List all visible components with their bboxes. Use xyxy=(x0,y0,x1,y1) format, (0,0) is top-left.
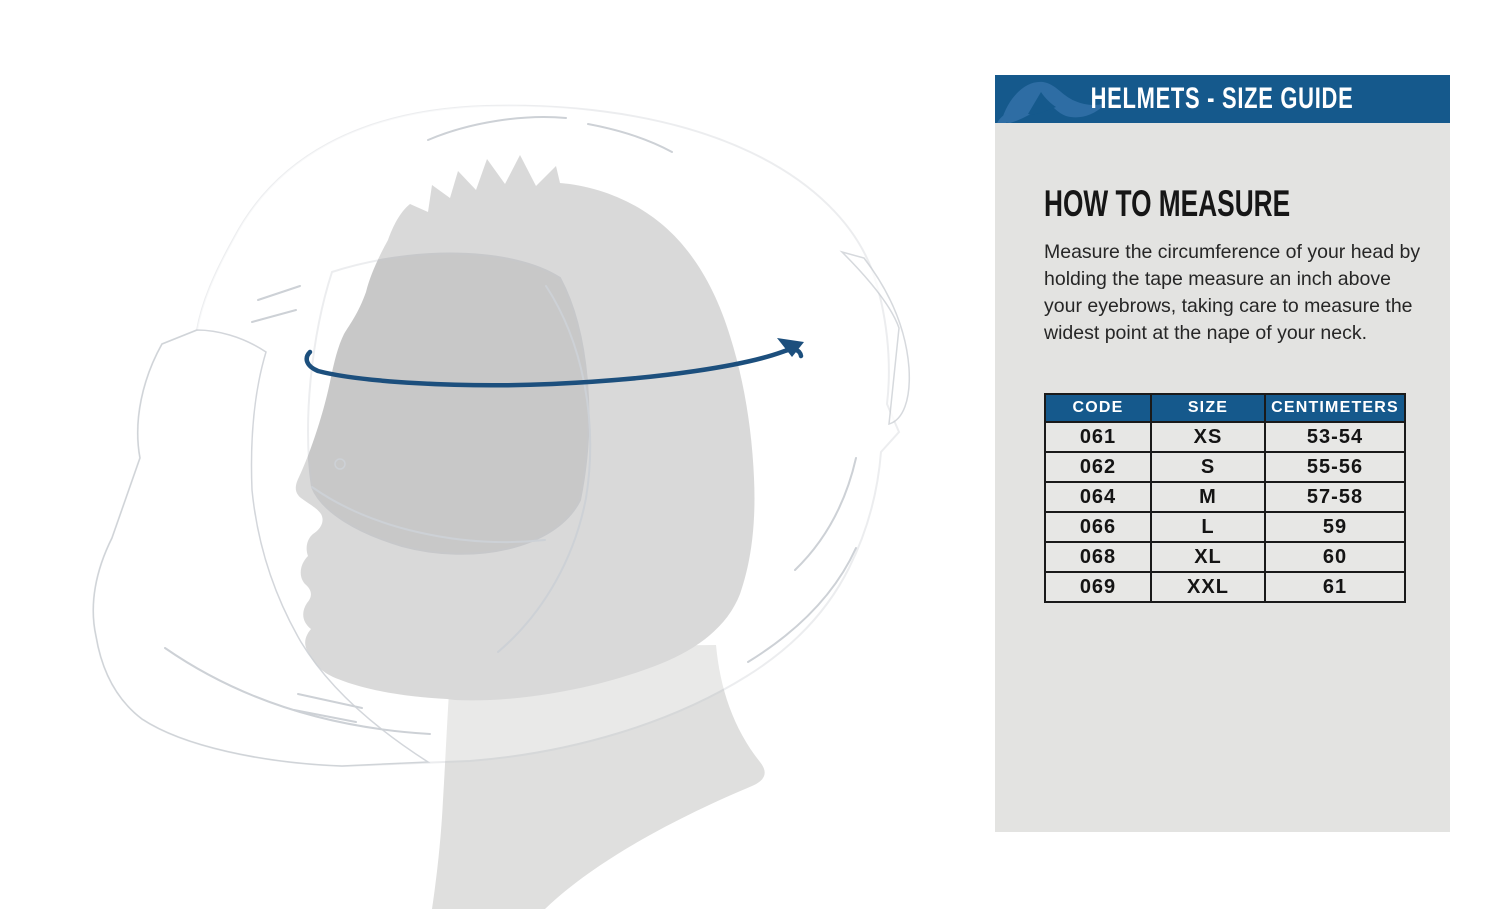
cell-size: M xyxy=(1150,481,1266,513)
table-row: 062 S 55-56 xyxy=(1044,451,1406,483)
helmet-spoiler xyxy=(839,250,911,426)
column-header-centimeters: CENTIMETERS xyxy=(1264,393,1406,423)
helmet-shell-highlight xyxy=(197,105,680,331)
how-to-measure-title: HOW TO MEASURE xyxy=(1044,183,1291,224)
cell-code: 061 xyxy=(1044,421,1152,453)
head-silhouette xyxy=(295,155,755,701)
table-row: 066 L 59 xyxy=(1044,511,1406,543)
cell-code: 068 xyxy=(1044,541,1152,573)
acerbis-logo-icon xyxy=(997,81,1103,123)
size-guide-panel: HELMETS - SIZE GUIDE HOW TO MEASURE Meas… xyxy=(995,75,1450,832)
tape-measure-arrowhead xyxy=(777,338,804,357)
how-to-measure-text: Measure the circumference of your head b… xyxy=(1044,241,1421,344)
cell-size: L xyxy=(1150,511,1266,543)
size-table: CODE SIZE CENTIMETERS 061 XS 53-54 062 S… xyxy=(1044,393,1406,603)
table-row: 068 XL 60 xyxy=(1044,541,1406,573)
helmet-illustration xyxy=(92,104,911,909)
cell-centimeters: 61 xyxy=(1264,571,1406,603)
column-header-code: CODE xyxy=(1044,393,1152,423)
size-table-header-row: CODE SIZE CENTIMETERS xyxy=(1044,393,1406,423)
cell-code: 062 xyxy=(1044,451,1152,483)
cell-code: 064 xyxy=(1044,481,1152,513)
table-row: 061 XS 53-54 xyxy=(1044,421,1406,453)
cell-size: XL xyxy=(1150,541,1266,573)
cell-size: XS xyxy=(1150,421,1266,453)
cell-centimeters: 55-56 xyxy=(1264,451,1406,483)
cell-centimeters: 59 xyxy=(1264,511,1406,543)
cell-size: XXL xyxy=(1150,571,1266,603)
column-header-size: SIZE xyxy=(1150,393,1266,423)
cell-centimeters: 57-58 xyxy=(1264,481,1406,513)
tape-measure-line xyxy=(304,338,804,388)
table-row: 064 M 57-58 xyxy=(1044,481,1406,513)
cell-centimeters: 60 xyxy=(1264,541,1406,573)
cell-centimeters: 53-54 xyxy=(1264,421,1406,453)
panel-title: HELMETS - SIZE GUIDE xyxy=(1091,82,1354,115)
cell-code: 066 xyxy=(1044,511,1152,543)
panel-body: HOW TO MEASURE Measure the circumference… xyxy=(995,123,1450,832)
table-row: 069 XXL 61 xyxy=(1044,571,1406,603)
cell-code: 069 xyxy=(1044,571,1152,603)
cell-size: S xyxy=(1150,451,1266,483)
neck-silhouette xyxy=(432,645,765,909)
helmet-detail-lines xyxy=(164,115,857,735)
panel-header: HELMETS - SIZE GUIDE xyxy=(995,75,1450,123)
